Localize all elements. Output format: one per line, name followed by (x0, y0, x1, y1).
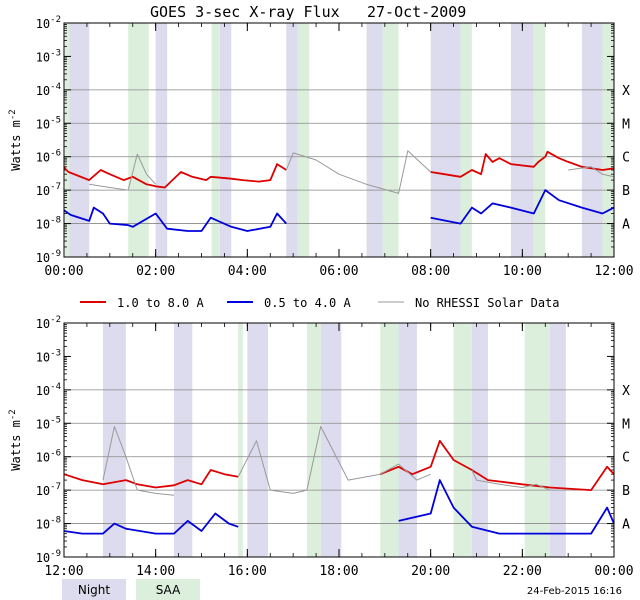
night-band (174, 323, 193, 557)
x-tick-label: 14:00 (136, 564, 175, 579)
y-tick-label: 10-4 (36, 82, 61, 98)
saa-band (380, 323, 399, 557)
saa-band (306, 323, 321, 557)
saa-band (602, 23, 614, 257)
footer-timestamp: 24-Feb-2015 16:16 (527, 586, 622, 597)
class-label-B: B (622, 484, 630, 499)
series-line-short (63, 512, 239, 535)
y-tick-label: 10-9 (36, 249, 61, 265)
class-label-X: X (622, 384, 630, 399)
y-tick-label: 10-5 (36, 415, 61, 431)
x-tick-label: 04:00 (228, 264, 267, 279)
y-tick-label: 10-4 (36, 382, 61, 398)
y-tick-label: 10-8 (36, 516, 61, 532)
class-label-A: A (622, 218, 630, 233)
series-line-norhessi (102, 426, 175, 496)
y-tick-label: 10-2 (36, 315, 61, 331)
class-label-C: C (622, 451, 630, 466)
y-tick-label: 10-5 (36, 115, 61, 131)
class-label-M: M (622, 417, 630, 432)
series-line-short (430, 189, 615, 225)
night-band (581, 23, 603, 257)
y-axis-title: Watts m-2 (8, 109, 23, 170)
night-band (102, 323, 126, 557)
night-band (549, 323, 566, 557)
x-tick-label: 06:00 (319, 264, 358, 279)
x-tick-label: 02:00 (136, 264, 175, 279)
y-tick-label: 10-2 (36, 15, 61, 31)
x-tick-label: 18:00 (319, 564, 358, 579)
series-line-short (63, 206, 287, 232)
night-swatch (62, 579, 126, 600)
series-line-short (398, 479, 615, 535)
y-tick-label: 10-7 (36, 182, 61, 198)
series-legend: 1.0 to 8.0 A 0.5 to 4.0 A No RHESSI Sola… (80, 296, 560, 310)
y-tick-label: 10-6 (36, 449, 61, 465)
x-tick-label: 12:00 (594, 264, 633, 279)
night-band (398, 323, 417, 557)
night-band (471, 323, 488, 557)
series-line-long (430, 150, 615, 178)
night-band (68, 23, 90, 257)
night-label: Night (78, 583, 111, 597)
shading-legend: Night SAA (62, 579, 200, 600)
legend-label-long: 1.0 to 8.0 A (117, 296, 204, 310)
y-tick-label: 10-3 (36, 348, 61, 364)
x-tick-label: 00:00 (44, 264, 83, 279)
x-tick-label: 20:00 (411, 564, 450, 579)
series-line-long (63, 469, 239, 489)
x-tick-label: 00:00 (594, 564, 633, 579)
legend-label-short: 0.5 to 4.0 A (264, 296, 351, 310)
saa-band (524, 323, 550, 557)
night-band (155, 23, 168, 257)
saa-band (211, 23, 220, 257)
top-panel: 10-9 10-8 10-7 10-6 10-5 10-4 10-3 10-2 Watts m-… (8, 15, 634, 279)
saa-swatch (136, 579, 200, 600)
y-tick-label: 10-8 (36, 216, 61, 232)
class-label-C: C (622, 151, 630, 166)
y-axis-title: Watts m-2 (8, 409, 23, 470)
series-line-long (63, 163, 287, 189)
x-tick-label: 16:00 (228, 564, 267, 579)
legend-label-norhessi: No RHESSI Solar Data (415, 296, 560, 310)
saa-band (128, 23, 149, 257)
night-band (366, 23, 383, 257)
night-band (286, 23, 298, 257)
x-tick-label: 22:00 (503, 564, 542, 579)
class-label-A: A (622, 518, 630, 533)
night-band (219, 23, 232, 257)
saa-band (453, 323, 472, 557)
saa-band (533, 23, 546, 257)
x-tick-label: 12:00 (44, 564, 83, 579)
saa-band (64, 23, 70, 257)
series-line-norhessi (568, 166, 615, 178)
y-tick-label: 10-3 (36, 48, 61, 64)
series-line-norhessi (237, 426, 431, 494)
class-label-X: X (622, 84, 630, 99)
night-band (247, 323, 268, 557)
chart-title: GOES 3-sec X-ray Flux (150, 3, 340, 21)
series-line-norhessi (89, 153, 157, 191)
saa-band (238, 323, 243, 557)
x-tick-label: 10:00 (503, 264, 542, 279)
class-label-M: M (622, 117, 630, 132)
saa-band (297, 23, 310, 257)
night-band (320, 323, 342, 557)
y-tick-label: 10-7 (36, 482, 61, 498)
saa-band (460, 23, 472, 257)
night-band (510, 23, 534, 257)
series-line-norhessi (285, 150, 432, 194)
x-tick-label: 08:00 (411, 264, 450, 279)
y-tick-label: 10-9 (36, 549, 61, 565)
series-line-norhessi (471, 469, 550, 491)
y-tick-label: 10-6 (36, 149, 61, 165)
bottom-panel: 10-9 10-8 10-7 10-6 10-5 10-4 10-3 10-2 Watts m-… (8, 315, 634, 579)
saa-band (382, 23, 399, 257)
chart-date: 27-Oct-2009 (367, 3, 466, 21)
saa-label: SAA (156, 583, 181, 597)
class-label-B: B (622, 184, 630, 199)
